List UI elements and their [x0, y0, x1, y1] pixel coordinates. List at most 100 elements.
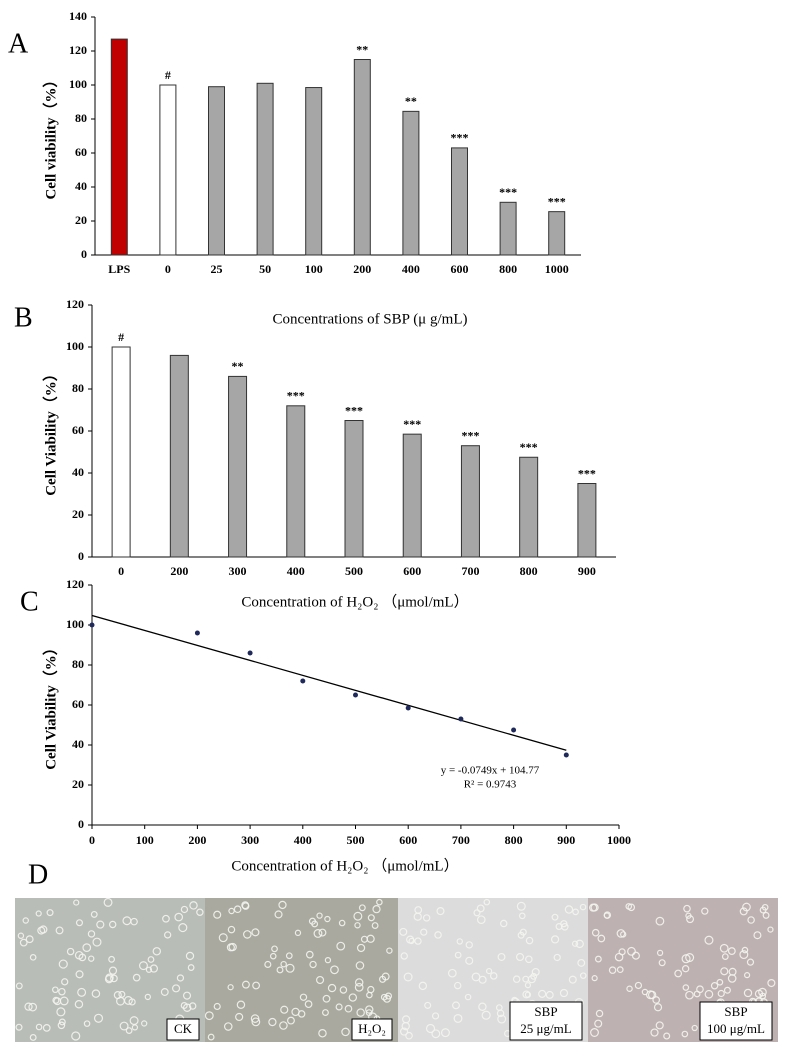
- cell: [372, 905, 381, 914]
- cell: [356, 1008, 365, 1017]
- y-tick-label: 80: [72, 657, 84, 671]
- cell: [743, 972, 751, 979]
- cell: [476, 915, 486, 925]
- x-tick-label: 900: [557, 833, 575, 847]
- cell: [489, 972, 498, 980]
- bar: [402, 110, 420, 256]
- cell: [88, 955, 95, 962]
- cell: [213, 1002, 221, 1011]
- cell: [162, 914, 170, 923]
- cell: [753, 931, 762, 940]
- cell: [497, 952, 506, 961]
- cell: [559, 988, 569, 998]
- cell: [243, 930, 252, 939]
- panel-label: D: [28, 859, 48, 890]
- micrograph-label: CK: [174, 1021, 193, 1036]
- cell: [285, 952, 293, 960]
- data-point: [300, 678, 306, 684]
- label-box: [166, 1018, 200, 1041]
- cell: [316, 912, 323, 919]
- cell: [560, 922, 569, 931]
- cell: [682, 984, 690, 991]
- cell: [767, 978, 776, 988]
- cell: [681, 1030, 689, 1038]
- cell: [355, 961, 365, 970]
- x-tick-label: 200: [353, 262, 371, 276]
- cell: [431, 1029, 441, 1039]
- cell: [739, 907, 748, 916]
- bar: [256, 82, 274, 256]
- micrograph-label: 25 μg/mL: [520, 1021, 571, 1036]
- cell: [236, 1000, 246, 1009]
- cell: [17, 932, 25, 939]
- cell: [440, 1028, 450, 1038]
- x-tick-label: 900: [578, 564, 596, 578]
- cell: [478, 975, 487, 984]
- cell: [376, 898, 383, 906]
- cell: [365, 1005, 374, 1014]
- x-tick-label: 400: [287, 564, 305, 578]
- cell: [627, 946, 636, 956]
- bar: [159, 84, 177, 256]
- cell: [58, 1018, 66, 1026]
- cell: [74, 1000, 84, 1009]
- cell: [597, 934, 606, 943]
- cell: [579, 903, 587, 911]
- cell: [719, 943, 729, 953]
- cell: [516, 901, 526, 911]
- cell: [518, 912, 526, 920]
- cell: [626, 985, 633, 992]
- y-tick-label: 100: [66, 617, 84, 631]
- cell: [356, 943, 366, 953]
- cell: [704, 935, 714, 945]
- cell: [147, 956, 155, 963]
- cell: [29, 1034, 37, 1041]
- y-tick-label: 20: [75, 213, 87, 227]
- cell: [465, 956, 474, 965]
- cell: [353, 911, 363, 921]
- cell: [408, 937, 415, 945]
- cell: [456, 938, 463, 945]
- micrograph: H₂O₂: [204, 898, 398, 1042]
- cell: [241, 901, 250, 910]
- cell: [227, 984, 234, 991]
- cell: [696, 985, 704, 994]
- cell: [176, 974, 185, 982]
- cell: [447, 968, 457, 978]
- cell: [321, 1009, 329, 1017]
- x-tick-label: 800: [505, 833, 523, 847]
- cell: [59, 996, 69, 1006]
- cell: [75, 919, 84, 927]
- panel-label: C: [20, 586, 39, 617]
- label-box: [699, 1001, 773, 1041]
- cell: [681, 965, 690, 973]
- cell: [420, 928, 428, 936]
- data-point: [353, 692, 358, 698]
- cell: [354, 982, 364, 992]
- cell: [274, 910, 283, 919]
- cell: [78, 953, 87, 962]
- x-tick-label: LPS: [108, 262, 130, 276]
- x-tick-label: 100: [305, 262, 323, 276]
- cell: [594, 1019, 603, 1028]
- significance-label: ***: [287, 389, 305, 403]
- cell: [354, 978, 364, 987]
- bar: [353, 59, 371, 256]
- cell: [313, 929, 323, 938]
- cell: [401, 1021, 410, 1031]
- cell: [616, 929, 626, 938]
- cell: [403, 972, 413, 982]
- cell: [723, 986, 731, 994]
- cell: [108, 966, 118, 975]
- cell: [285, 963, 295, 973]
- bar: [286, 405, 306, 558]
- x-tick-label: 0: [89, 833, 95, 847]
- cell: [37, 926, 46, 935]
- cell: [29, 953, 37, 961]
- cell: [163, 931, 172, 939]
- cell: [591, 928, 600, 937]
- cell: [82, 943, 92, 952]
- cell: [663, 1032, 671, 1040]
- cell: [594, 955, 602, 963]
- cell: [324, 915, 331, 923]
